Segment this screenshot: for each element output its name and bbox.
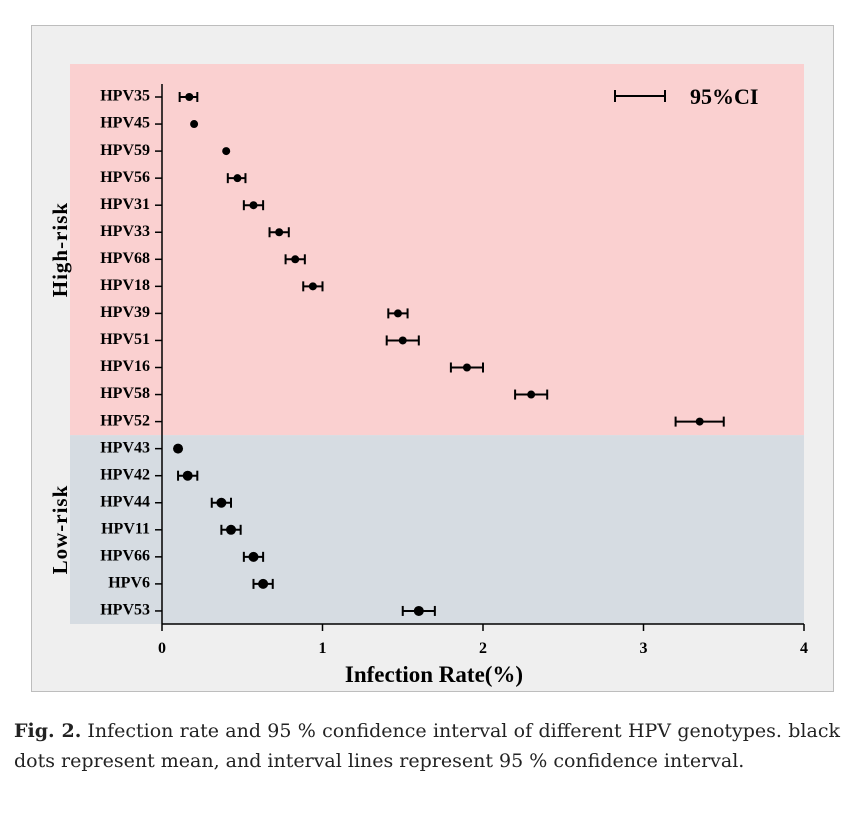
x-axis-title: Infection Rate(%) [345, 662, 523, 687]
mean-dot-hpv59 [222, 147, 231, 156]
category-label: HPV58 [100, 385, 150, 402]
mean-dot-hpv45 [190, 120, 199, 129]
category-label: HPV35 [100, 88, 150, 105]
mean-dot-hpv43 [173, 443, 184, 454]
x-tick-label: 1 [319, 640, 327, 657]
mean-dot-hpv53 [413, 605, 424, 616]
category-label: HPV51 [100, 331, 150, 348]
risk-group-labels: High-risk Low-risk [48, 202, 72, 575]
group-label-high-risk: High-risk [48, 202, 72, 297]
legend: 95%CI [614, 84, 758, 109]
category-label: HPV68 [100, 250, 150, 267]
category-labels: HPV35 HPV45 HPV59 HPV56 HPV31 HPV33 HPV68 HPV18… [100, 88, 150, 619]
risk-group-bands [70, 64, 804, 624]
mean-dot-hpv16 [462, 363, 471, 372]
band-high-risk [70, 64, 804, 436]
x-tick-label: 3 [640, 640, 648, 657]
data-marks [173, 92, 725, 616]
category-label: HPV39 [100, 304, 150, 321]
mean-dot-hpv56 [233, 174, 242, 183]
category-label: HPV6 [108, 575, 150, 592]
x-tick-label: 4 [800, 640, 808, 657]
category-label: HPV42 [100, 466, 150, 483]
category-label: HPV53 [100, 602, 150, 619]
category-label: HPV33 [100, 223, 150, 240]
caption-text: Infection rate and 95 % confidence inter… [14, 720, 840, 772]
mean-dot-hpv66 [248, 551, 259, 562]
legend-label: 95%CI [690, 84, 758, 109]
mean-dot-hpv68 [291, 255, 300, 264]
category-label: HPV45 [100, 115, 150, 132]
band-low-risk [70, 435, 804, 624]
category-label: HPV31 [100, 196, 150, 213]
mean-dot-hpv18 [308, 282, 317, 291]
category-label: HPV16 [100, 358, 150, 375]
group-label-low-risk: Low-risk [48, 485, 72, 575]
category-label: HPV56 [100, 169, 150, 186]
mean-dot-hpv58 [527, 390, 536, 399]
mean-dot-hpv39 [393, 309, 402, 318]
figure-caption: Fig. 2. Infection rate and 95 % confidenc… [14, 716, 840, 776]
mean-dot-hpv33 [275, 228, 284, 237]
mean-dot-hpv6 [258, 578, 269, 589]
axes: 0 1 2 3 4 [155, 84, 808, 657]
caption-label: Fig. 2. [14, 720, 82, 742]
category-label: HPV43 [100, 439, 150, 456]
category-label: HPV52 [100, 412, 150, 429]
mean-dot-hpv35 [185, 93, 194, 101]
mean-dot-hpv31 [249, 201, 258, 210]
mean-dot-hpv51 [398, 336, 407, 345]
mean-dot-hpv42 [182, 470, 193, 481]
x-tick-label: 2 [479, 640, 487, 657]
category-label: HPV59 [100, 142, 150, 159]
category-label: HPV44 [100, 493, 150, 510]
x-tick-label: 0 [158, 640, 166, 657]
category-label: HPV18 [100, 277, 150, 294]
category-label: HPV11 [101, 520, 150, 537]
mean-dot-hpv52 [695, 417, 704, 426]
mean-dot-hpv44 [216, 497, 227, 508]
category-label: HPV66 [100, 548, 150, 565]
mean-dot-hpv11 [226, 524, 237, 535]
